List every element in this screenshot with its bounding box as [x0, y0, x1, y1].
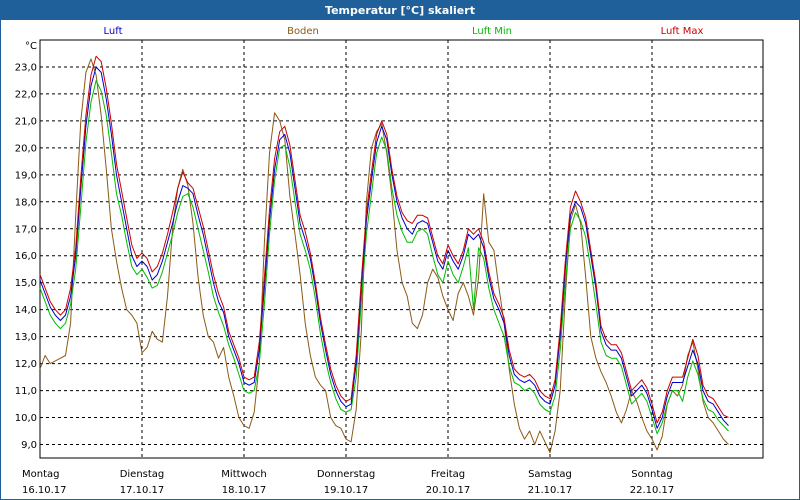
x-tick-day-label: Montag	[22, 469, 59, 480]
x-tick-day-label: Freitag	[431, 469, 465, 480]
y-tick-label: 16,0	[15, 251, 37, 262]
x-tick-date-label: 18.10.17	[222, 485, 267, 496]
series-line-luft	[39, 66, 729, 429]
x-tick-day-label: Mittwoch	[221, 469, 266, 480]
x-tick-day-label: Dienstag	[120, 469, 165, 480]
y-tick-label: 20,0	[15, 143, 37, 154]
x-tick-date-label: 21.10.17	[528, 485, 573, 496]
window-title: Temperatur [°C] skaliert	[1, 1, 799, 20]
series-line-luft-min	[39, 80, 729, 435]
x-axis: Montag 16.10.17 Dienstag 17.10.17 Mittwoch 18…	[22, 469, 674, 496]
y-tick-label: 10,0	[15, 413, 37, 424]
y-tick-label: 14,0	[15, 305, 37, 316]
legend: Luft Boden Luft Min Luft Max	[104, 26, 704, 37]
x-tick-date-label: 17.10.17	[120, 485, 165, 496]
y-tick-label: 15,0	[15, 278, 37, 289]
y-tick-label: 22,0	[15, 89, 37, 100]
legend-entry-boden: Boden	[287, 26, 319, 37]
y-tick-label: 13,0	[15, 332, 37, 343]
plot-area	[39, 39, 764, 459]
x-tick-day-label: Sonntag	[631, 469, 673, 480]
x-tick-date-label: 19.10.17	[324, 485, 369, 496]
x-tick-date-label: 22.10.17	[630, 485, 675, 496]
series-line-boden	[39, 58, 729, 454]
y-tick-label: 17,0	[15, 224, 37, 235]
series-lines	[39, 55, 729, 454]
x-tick-day-label: Samstag	[528, 469, 572, 480]
legend-entry-luft-max: Luft Max	[661, 26, 704, 37]
y-tick-label: 18,0	[15, 197, 37, 208]
series-line-luft-max	[39, 55, 729, 424]
x-tick-date-label: 20.10.17	[426, 485, 471, 496]
y-axis: 9,0 10,0 11,0 12,0 13,0 14,0 15,0 16,0 17,0 18,0 1…	[15, 62, 37, 451]
y-tick-label: 23,0	[15, 62, 37, 73]
grid	[40, 40, 763, 458]
y-tick-label: 11,0	[15, 386, 37, 397]
x-tick-date-label: 16.10.17	[22, 485, 67, 496]
y-tick-label: 9,0	[21, 440, 37, 451]
legend-entry-luft-min: Luft Min	[472, 26, 512, 37]
x-tick-day-label: Donnerstag	[317, 469, 375, 480]
y-tick-label: 21,0	[15, 116, 37, 127]
y-tick-label: 19,0	[15, 170, 37, 181]
y-tick-label: 12,0	[15, 359, 37, 370]
legend-entry-luft: Luft	[104, 26, 123, 37]
y-unit-label: °C	[25, 41, 37, 52]
